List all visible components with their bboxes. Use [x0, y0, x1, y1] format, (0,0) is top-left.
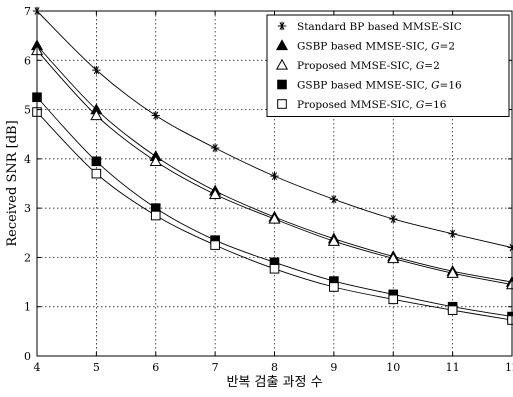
x-tick-label: 7	[212, 361, 219, 374]
series-line	[36, 111, 513, 321]
legend-item: Proposed MMSE-SIC, G=16	[277, 99, 447, 111]
legend-marker	[275, 58, 289, 70]
y-tick-label: 4	[24, 153, 31, 166]
series-line	[36, 50, 513, 285]
data-point	[91, 168, 102, 179]
x-tick-label: 8	[271, 361, 278, 374]
legend-label: Proposed MMSE-SIC, G=2	[297, 60, 440, 72]
x-tick-label: 9	[330, 361, 337, 374]
x-axis-title: 반복 검출 과정 수	[226, 375, 322, 390]
data-point	[327, 234, 340, 246]
data-point	[150, 210, 161, 221]
data-point	[149, 155, 162, 166]
legend-box	[266, 14, 510, 117]
legend-marker	[275, 39, 289, 51]
data-point	[269, 263, 280, 274]
legend: Standard BP based MMSE-SIC GSBP based MMS…	[266, 14, 510, 117]
data-point	[388, 294, 399, 305]
legend-label: GSBP based MMSE-SIC, G=2	[297, 41, 455, 53]
legend-marker	[277, 79, 287, 90]
legend-marker	[277, 99, 287, 109]
y-axis-title: Received SNR [dB]	[5, 120, 20, 246]
data-point	[389, 214, 398, 224]
legend-item: Proposed MMSE-SIC, G=2	[275, 58, 440, 72]
series-3	[30, 44, 513, 290]
data-point	[448, 229, 457, 238]
y-tick-label: 1	[24, 301, 31, 314]
data-point	[210, 143, 220, 153]
x-tick-label: 6	[152, 361, 159, 374]
series-4	[32, 92, 513, 322]
y-tick-label: 7	[24, 5, 31, 18]
data-point	[329, 195, 339, 204]
data-point	[151, 111, 160, 120]
legend-item: GSBP based MMSE-SIC, G=16	[277, 79, 462, 92]
y-tick-label: 0	[24, 350, 31, 363]
x-tick-label: 11	[446, 361, 460, 374]
data-point	[209, 188, 222, 200]
data-point	[90, 109, 103, 121]
data-point	[447, 305, 458, 315]
x-tick-label: 4	[34, 361, 41, 374]
data-point	[92, 65, 101, 75]
data-point	[210, 240, 220, 250]
legend-label: Proposed MMSE-SIC, G=16	[297, 99, 447, 111]
series-line	[36, 45, 513, 283]
series-line	[36, 10, 513, 249]
legend-marker	[277, 21, 287, 31]
legend-label: GSBP based MMSE-SIC, G=16	[297, 80, 462, 92]
x-tick-label: 5	[93, 361, 100, 374]
series-line	[36, 96, 513, 318]
data-point	[329, 282, 339, 292]
legend-label: Standard BP based MMSE-SIC	[297, 21, 462, 33]
data-point	[446, 266, 459, 278]
series-group	[30, 6, 513, 325]
y-tick-label: 3	[24, 202, 31, 215]
legend-item: GSBP based MMSE-SIC, G=2	[275, 39, 455, 53]
data-point	[268, 212, 281, 224]
axis-ticks: 45678910111201234567	[24, 5, 513, 374]
y-tick-label: 5	[24, 104, 31, 117]
y-tick-label: 6	[24, 54, 31, 67]
data-point	[91, 156, 102, 167]
data-point	[387, 252, 400, 264]
legend-item: Standard BP based MMSE-SIC	[277, 21, 462, 33]
y-tick-label: 2	[24, 251, 31, 264]
x-tick-label: 12	[505, 361, 513, 374]
data-point	[270, 171, 279, 181]
x-tick-label: 10	[386, 361, 400, 374]
